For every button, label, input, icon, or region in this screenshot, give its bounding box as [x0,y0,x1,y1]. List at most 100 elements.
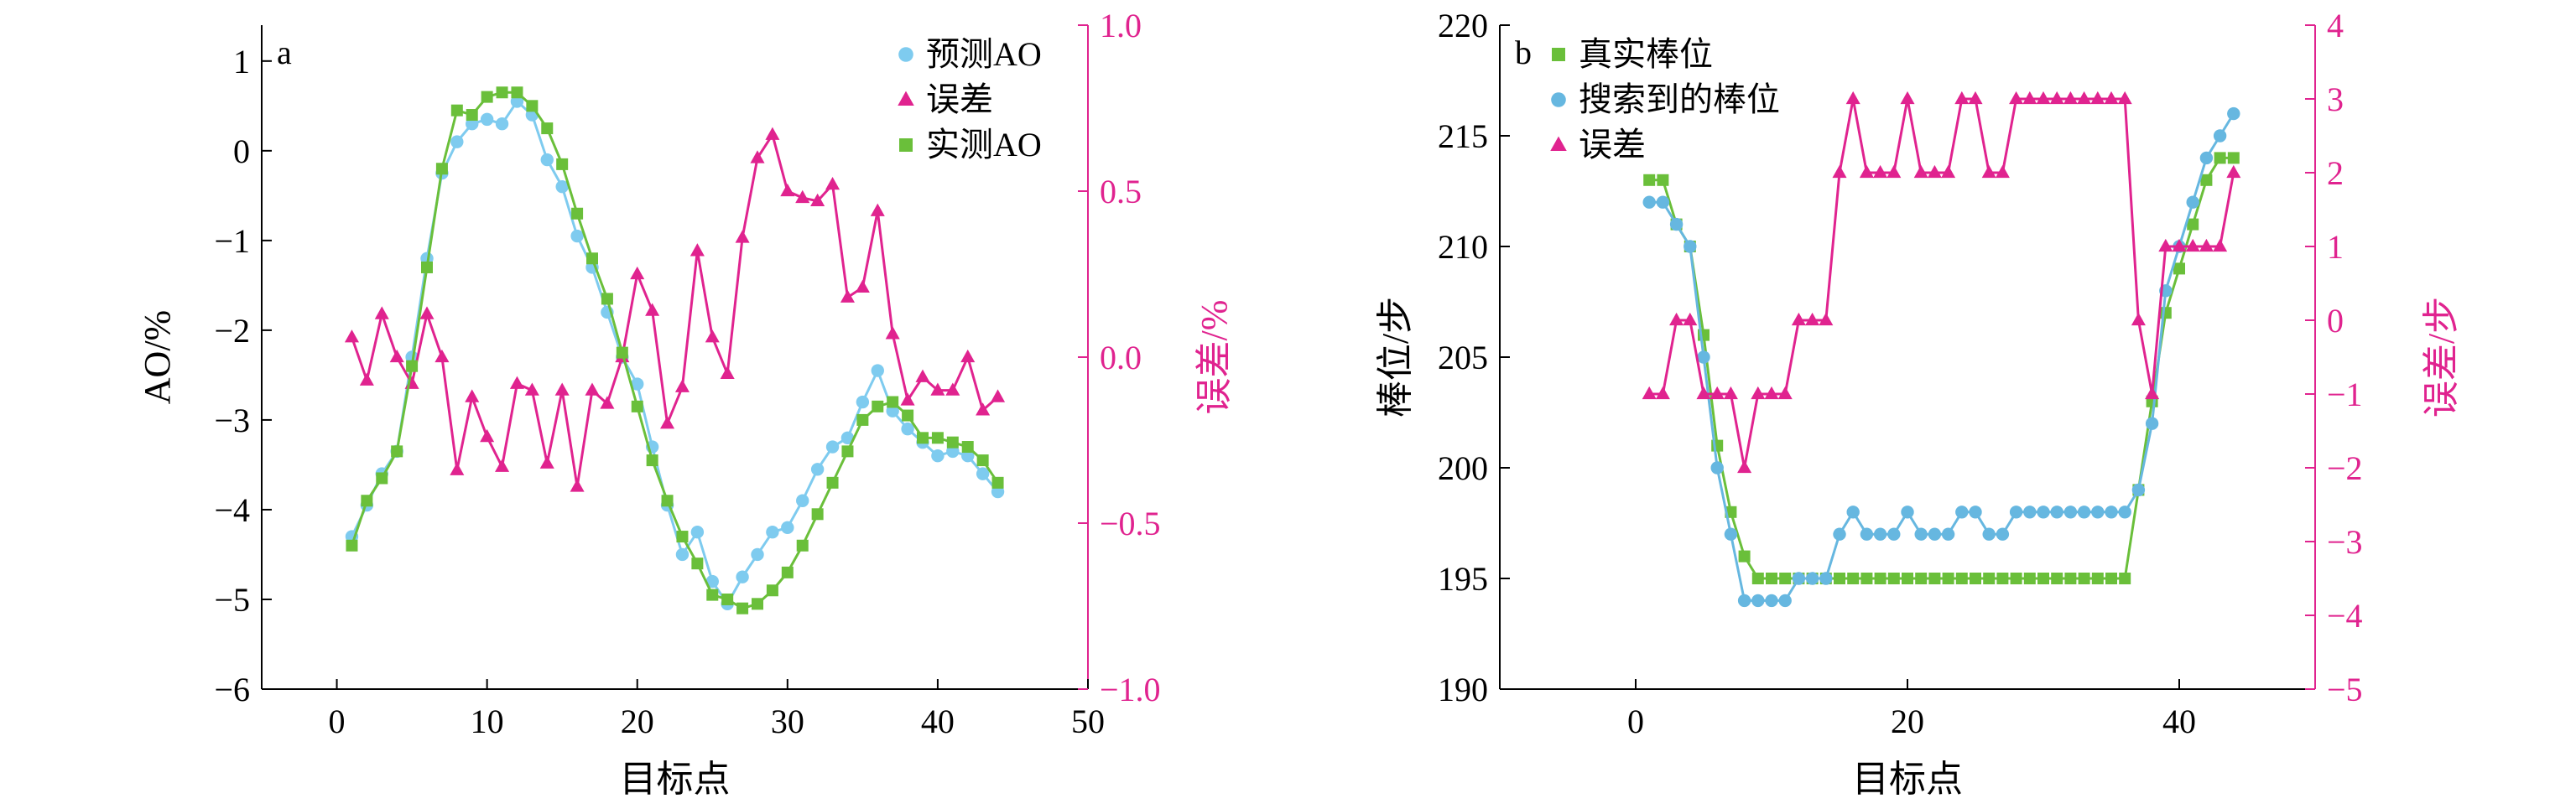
data-point [1792,572,1806,585]
y-tick-label: 190 [1438,671,1488,708]
data-point [1643,174,1656,186]
data-point [645,303,660,316]
y-tick-label: 0 [233,132,250,170]
y2-tick-label: −3 [2327,523,2363,561]
y-tick-label: 220 [1438,7,1488,44]
data-point [1669,217,1684,231]
data-point [585,382,600,396]
data-point [810,463,825,476]
data-point [2172,238,2187,252]
data-point [570,479,585,492]
data-point [631,400,643,412]
data-point [631,377,644,391]
x-tick-label: 50 [1071,703,1105,740]
data-point [541,122,554,135]
y2-tick-label: −4 [2327,597,2363,635]
data-point [1913,164,1928,179]
data-point [1642,386,1657,400]
data-point [1887,527,1901,541]
data-point [2158,238,2173,252]
y2-tick-label: −5 [2327,671,2363,708]
data-point [1915,573,1928,584]
y2-axis-title: 误差/% [1194,300,1235,415]
data-point [435,349,450,363]
data-point [2186,195,2199,209]
data-point [1696,386,1711,400]
data-point [389,349,404,363]
legend-label: 误差 [926,80,993,118]
legend-label: 预测AO [926,35,1042,73]
data-point [976,454,989,467]
data-point [675,547,690,562]
data-point [1684,240,1697,253]
data-point [2105,506,2118,519]
y-tick-label: −1 [214,222,250,260]
data-point [1954,91,1970,105]
data-point [524,382,539,396]
data-point [555,179,569,194]
data-point [480,428,495,443]
series-square [1643,152,2240,584]
data-point [946,436,959,449]
y2-tick-label: 1.0 [1100,7,1142,44]
data-point [466,109,478,122]
data-point [1819,572,1833,585]
y-tick-label: 205 [1438,339,1488,376]
data-point [1887,573,1900,584]
y2-tick-label: 1 [2327,228,2344,266]
data-point [2063,91,2078,105]
data-point [2009,91,2024,105]
data-point [1737,459,1752,474]
panel-b: 0 20 40 190 195 200 205 210 215 220 −5 −4 −3 −2 −1 0 1 2 3… [1375,7,2462,800]
data-point [435,163,448,175]
data-point [1751,573,1764,584]
data-point [1791,312,1806,326]
data-point [496,86,508,99]
series-line [351,132,999,487]
data-point [450,104,463,117]
y-tick-label: 215 [1438,117,1488,155]
data-point [796,494,809,507]
data-point [871,364,884,377]
data-point [2131,312,2146,326]
data-point [1669,312,1684,326]
data-point [1970,573,1981,584]
data-point [1805,572,1819,585]
data-point [539,455,554,469]
y2-tick-label: 2 [2327,154,2344,192]
series-line [351,99,999,607]
data-point [1778,594,1792,608]
data-point [2091,573,2104,584]
data-point [509,376,524,389]
data-point [1779,573,1792,584]
data-point [1955,506,1969,519]
data-point [1724,527,1738,541]
data-point [1914,527,1928,541]
data-point [1982,527,1996,541]
data-point [661,495,674,507]
data-point [1968,91,1983,105]
data-point [2131,483,2146,497]
data-point [1710,386,1725,400]
data-point [826,476,839,489]
data-point [2104,91,2119,105]
data-point [960,349,976,363]
data-point [406,360,419,372]
data-point [2036,91,2051,105]
data-point [991,476,1004,489]
data-point [1983,573,1996,584]
data-point [917,432,929,444]
y2-tick-label: 0.5 [1100,173,1142,210]
data-point [1860,573,1873,584]
data-point [1683,312,1698,326]
series-triangle [1642,91,2241,474]
data-point [811,508,824,521]
data-point [346,539,358,552]
x-axis-title: 目标点 [620,759,731,800]
data-point [1766,573,1777,584]
y-tick-label: 195 [1438,560,1488,598]
data-point [840,431,855,445]
data-point [421,261,433,273]
data-point [795,189,810,204]
